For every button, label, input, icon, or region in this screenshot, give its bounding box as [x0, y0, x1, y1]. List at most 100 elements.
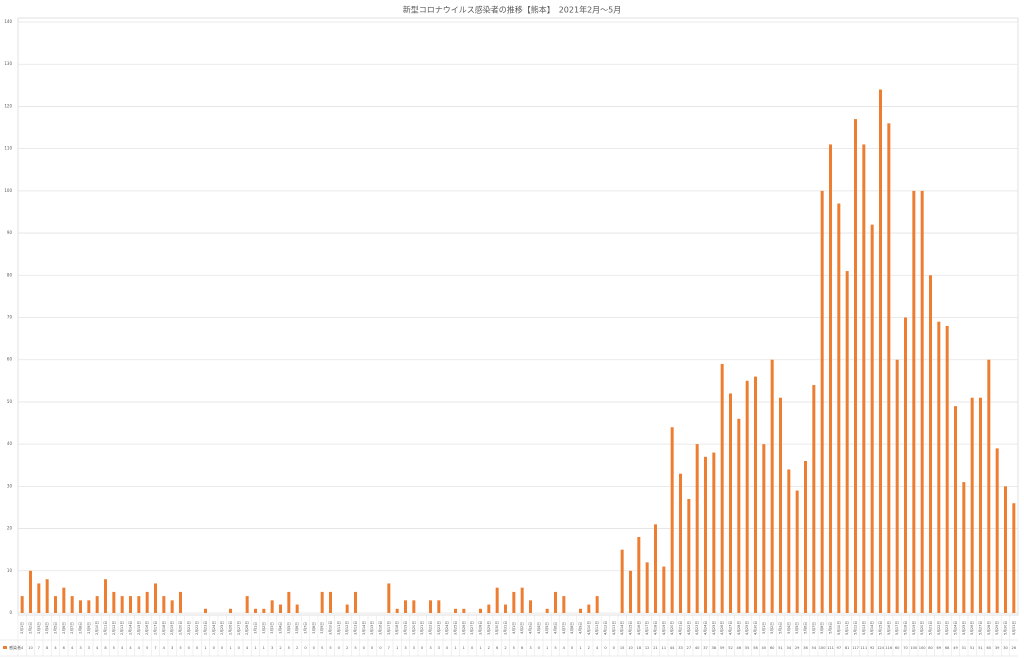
table-value: 4 [138, 646, 141, 650]
bar [520, 587, 524, 613]
bar [229, 608, 232, 613]
table-value: 29 [795, 646, 800, 650]
x-tick-label: 5月26日 [969, 621, 974, 635]
table-value: 2 [296, 646, 298, 650]
bar [262, 608, 266, 613]
bar [129, 596, 132, 613]
x-tick-label: 4月16日 [636, 621, 641, 635]
x-tick-label: 2月25日 [219, 621, 224, 635]
x-tick-label: 4月30日 [753, 621, 758, 635]
x-tick-label: 2月8日 [78, 622, 83, 634]
table-value: 60 [895, 646, 900, 650]
table-value: 56 [753, 646, 758, 650]
x-tick-label: 5月2日 [769, 622, 774, 634]
x-tick-label: 3月21日 [419, 621, 424, 635]
table-value: 2 [588, 646, 590, 650]
table-value: 4 [163, 646, 166, 650]
table-value: 10 [28, 646, 33, 650]
table-value: 21 [653, 646, 658, 650]
bar [929, 275, 932, 613]
x-tick-label: 5月4日 [786, 622, 791, 634]
bar [387, 583, 391, 613]
x-tick-label: 3月2日 [261, 622, 266, 634]
bar [404, 600, 407, 613]
x-tick-label: 4月4日 [536, 622, 541, 634]
bar [504, 604, 507, 613]
table-value: 0 [313, 646, 316, 650]
bar [904, 317, 907, 613]
table-value: 7 [388, 646, 390, 650]
x-tick-label: 5月7日 [811, 622, 816, 634]
table-value: 27 [687, 646, 692, 650]
x-tick-label: 4月18日 [653, 621, 658, 635]
table-value: 6 [63, 646, 66, 650]
x-tick-label: 5月13日 [861, 621, 866, 635]
table-value: 54 [812, 646, 817, 650]
x-tick-label: 3月11日 [336, 621, 341, 635]
table-value: 92 [870, 646, 875, 650]
bar [137, 596, 141, 613]
x-tick-label: 5月27日 [978, 621, 983, 635]
bar [679, 473, 682, 613]
table-value: 11 [662, 646, 667, 650]
bar [987, 359, 991, 613]
x-tick-label: 3月31日 [503, 621, 508, 635]
table-value: 1 [579, 646, 581, 650]
x-tick-label: 2月7日 [69, 622, 74, 634]
table-value: 124 [877, 646, 885, 650]
x-tick-label: 4月23日 [694, 621, 699, 635]
y-tick-label: 110 [4, 146, 12, 151]
table-value: 46 [737, 646, 742, 650]
x-tick-label: 4月24日 [703, 621, 708, 635]
x-tick-label: 3月6日 [294, 622, 299, 634]
bar [62, 587, 66, 613]
x-tick-label: 2月18日 [161, 621, 166, 635]
table-value: 55 [745, 646, 750, 650]
table-value: 1 [479, 646, 481, 650]
bar [962, 482, 966, 613]
table-value: 0 [188, 646, 191, 650]
x-tick-label: 5月9日 [828, 622, 833, 634]
x-tick-label: 3月27日 [469, 621, 474, 635]
x-tick-label: 5月20日 [919, 621, 924, 635]
x-tick-label: 4月29日 [744, 621, 749, 635]
table-value: 7 [154, 646, 156, 650]
table-value: 5 [288, 646, 290, 650]
table-value: 0 [196, 646, 199, 650]
x-tick-label: 5月18日 [903, 621, 908, 635]
x-tick-label: 5月22日 [936, 621, 941, 635]
bar [712, 452, 716, 613]
bar [79, 600, 82, 613]
bar [620, 549, 624, 613]
table-value: 0 [613, 646, 616, 650]
bar [329, 591, 332, 613]
bar [879, 89, 882, 614]
x-tick-label: 3月19日 [403, 621, 408, 635]
x-tick-label: 4月22日 [686, 621, 691, 635]
bar [870, 224, 874, 613]
x-tick-label: 4月9日 [578, 622, 583, 634]
table-value: 4 [21, 646, 24, 650]
table-value: 80 [928, 646, 933, 650]
x-tick-label: 3月25日 [453, 621, 458, 635]
bar [112, 591, 116, 613]
x-tick-label: 4月25日 [711, 621, 716, 635]
table-value: 97 [837, 646, 842, 650]
bar [854, 119, 857, 613]
x-tick-label: 3月17日 [386, 621, 391, 635]
table-value: 5 [329, 646, 331, 650]
bar [412, 600, 416, 613]
bar [729, 393, 732, 613]
bar [629, 570, 632, 613]
table-value: 0 [604, 646, 607, 650]
table-value: 111 [860, 646, 867, 650]
x-tick-label: 2月24日 [211, 621, 216, 635]
x-tick-label: 2月4日 [44, 622, 49, 634]
bar [345, 604, 349, 613]
y-tick-label: 40 [7, 441, 13, 446]
table-value: 3 [438, 646, 440, 650]
table-value: 5 [179, 646, 181, 650]
table-value: 5 [354, 646, 356, 650]
bar [454, 608, 457, 613]
